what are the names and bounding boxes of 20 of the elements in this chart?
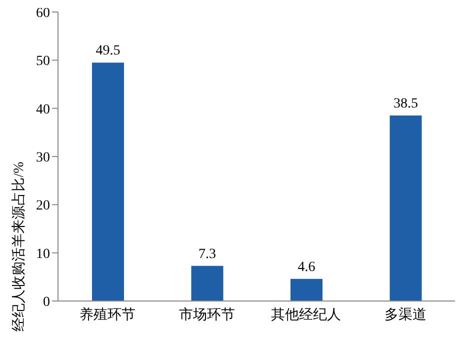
bar	[191, 266, 224, 301]
x-tick-label: 市场环节	[178, 306, 235, 323]
y-tick-label: 20	[36, 198, 50, 214]
data-label: 4.6	[298, 260, 316, 275]
data-label: 7.3	[198, 246, 216, 262]
data-label: 38.5	[394, 96, 418, 112]
data-label: 49.5	[96, 44, 120, 59]
y-tick-label: 30	[36, 150, 50, 166]
y-tick-label: 0	[43, 294, 50, 310]
x-tick-label: 养殖环节	[80, 306, 136, 323]
y-axis-title: 经纪人收购活羊来源占比/%	[10, 161, 27, 332]
x-tick-label: 其他经纪人	[271, 306, 342, 323]
y-tick-label: 60	[36, 6, 50, 21]
y-tick-label: 40	[36, 102, 50, 118]
y-tick-label: 10	[36, 246, 50, 262]
bar	[290, 278, 322, 301]
bar	[390, 116, 422, 301]
y-tick-label: 50	[36, 54, 50, 70]
bar	[92, 62, 124, 301]
x-tick-label: 多渠道	[384, 306, 426, 323]
